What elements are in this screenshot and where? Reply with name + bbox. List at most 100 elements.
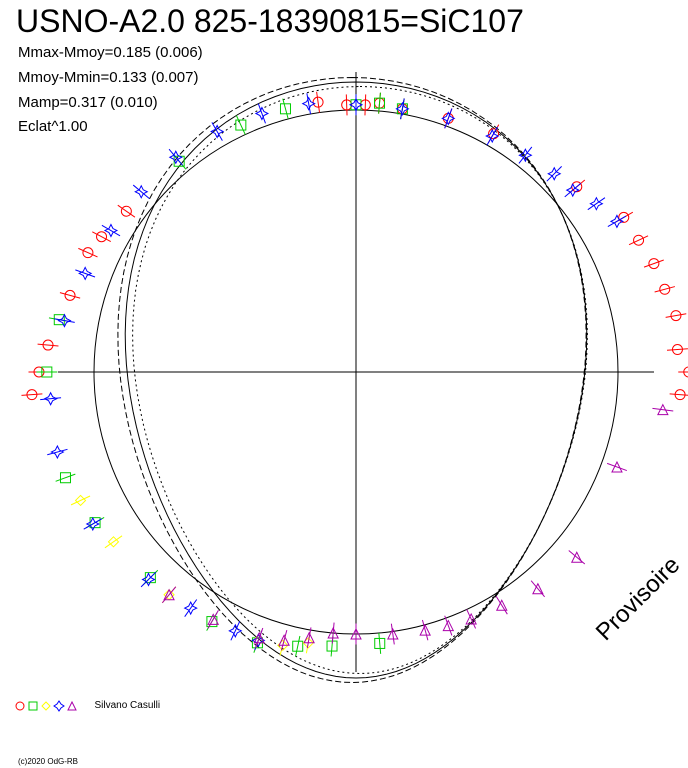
data-point — [518, 148, 533, 163]
data-point — [251, 633, 266, 648]
data-point — [120, 205, 132, 217]
data-point — [103, 223, 119, 238]
data-point — [42, 339, 54, 351]
data-point — [442, 619, 455, 632]
error-bar — [628, 235, 649, 246]
data-point — [671, 344, 683, 356]
data-point — [611, 460, 623, 473]
data-point — [301, 96, 316, 111]
error-bar — [331, 622, 335, 644]
error-bar — [316, 91, 321, 113]
data-point — [43, 391, 58, 406]
data-point — [292, 640, 304, 652]
error-bar — [117, 204, 136, 218]
error-bar — [21, 393, 43, 396]
error-bar — [378, 632, 382, 654]
data-point — [419, 624, 431, 636]
stat-mmoy-mmin: Mmoy-Mmin=0.133 (0.007) — [18, 69, 199, 86]
data-point — [253, 631, 266, 644]
error-bar — [70, 495, 91, 506]
legend-observer: Silvano Casulli — [94, 700, 161, 712]
error-bar — [92, 231, 112, 243]
data-point — [350, 627, 362, 640]
error-bar — [207, 609, 219, 629]
error-bar — [568, 550, 586, 565]
data-point — [674, 389, 686, 401]
series-circle — [21, 91, 688, 401]
error-bar — [607, 215, 627, 228]
error-bar — [643, 259, 664, 268]
error-bar — [59, 292, 81, 299]
series-triangle — [161, 403, 674, 651]
data-point — [387, 627, 399, 640]
error-bar — [104, 535, 123, 549]
error-bar — [345, 94, 348, 116]
error-bar — [654, 286, 676, 293]
data-point — [441, 111, 456, 126]
error-bar — [546, 166, 562, 182]
error-bar — [306, 93, 311, 115]
error-bar — [378, 92, 381, 114]
error-bar — [466, 609, 477, 629]
chart-axes — [58, 72, 654, 672]
data-point — [633, 234, 645, 246]
data-point — [53, 314, 65, 326]
circle-marker-icon — [15, 701, 25, 711]
error-bar — [666, 348, 688, 351]
data-point — [107, 536, 120, 548]
stat-mamp: Mamp=0.317 (0.010) — [18, 94, 158, 111]
error-bar — [211, 122, 223, 141]
error-bar — [47, 448, 68, 456]
error-bar — [390, 623, 395, 645]
data-point — [395, 101, 410, 116]
star-marker-icon — [53, 699, 65, 712]
error-bar — [421, 619, 429, 641]
error-bar — [400, 98, 405, 120]
data-point — [279, 103, 291, 115]
data-point — [254, 106, 270, 121]
data-point — [657, 403, 669, 416]
data-point — [609, 214, 625, 229]
error-bar — [255, 627, 264, 648]
data-point — [565, 182, 580, 198]
error-bar — [280, 630, 288, 651]
error-bar — [54, 318, 75, 323]
error-bar — [40, 397, 62, 401]
error-bar — [444, 108, 453, 129]
data-point — [659, 283, 671, 295]
stat-mmax-mmoy: Mmax-Mmoy=0.185 (0.006) — [18, 44, 203, 61]
error-bar — [518, 146, 533, 164]
fit-curve-lower — [132, 85, 588, 675]
data-point — [85, 516, 100, 532]
data-point — [278, 634, 290, 646]
data-point — [168, 150, 183, 165]
data-point — [532, 582, 544, 595]
data-point — [64, 289, 76, 301]
error-bar — [132, 184, 150, 199]
data-point — [303, 631, 315, 644]
data-point — [547, 166, 562, 181]
data-point — [163, 588, 175, 601]
data-point — [141, 572, 156, 587]
data-point — [465, 612, 477, 625]
error-bar — [564, 182, 582, 198]
data-point — [183, 600, 198, 616]
data-point — [210, 124, 225, 139]
data-point — [618, 211, 630, 223]
error-bar — [78, 247, 98, 258]
error-bar — [140, 571, 157, 588]
error-bar — [282, 98, 289, 120]
data-point — [96, 231, 108, 243]
error-bar — [606, 462, 627, 472]
data-point — [359, 99, 371, 111]
error-bar — [665, 313, 687, 318]
fit-curve-upper — [117, 76, 587, 684]
data-point — [348, 97, 364, 112]
triangle-marker-icon — [67, 700, 77, 711]
error-bar — [587, 197, 606, 211]
data-point — [341, 99, 353, 111]
data-point — [485, 128, 500, 144]
stat-eclat: Eclat^1.00 — [18, 118, 88, 135]
error-bar — [55, 473, 76, 482]
